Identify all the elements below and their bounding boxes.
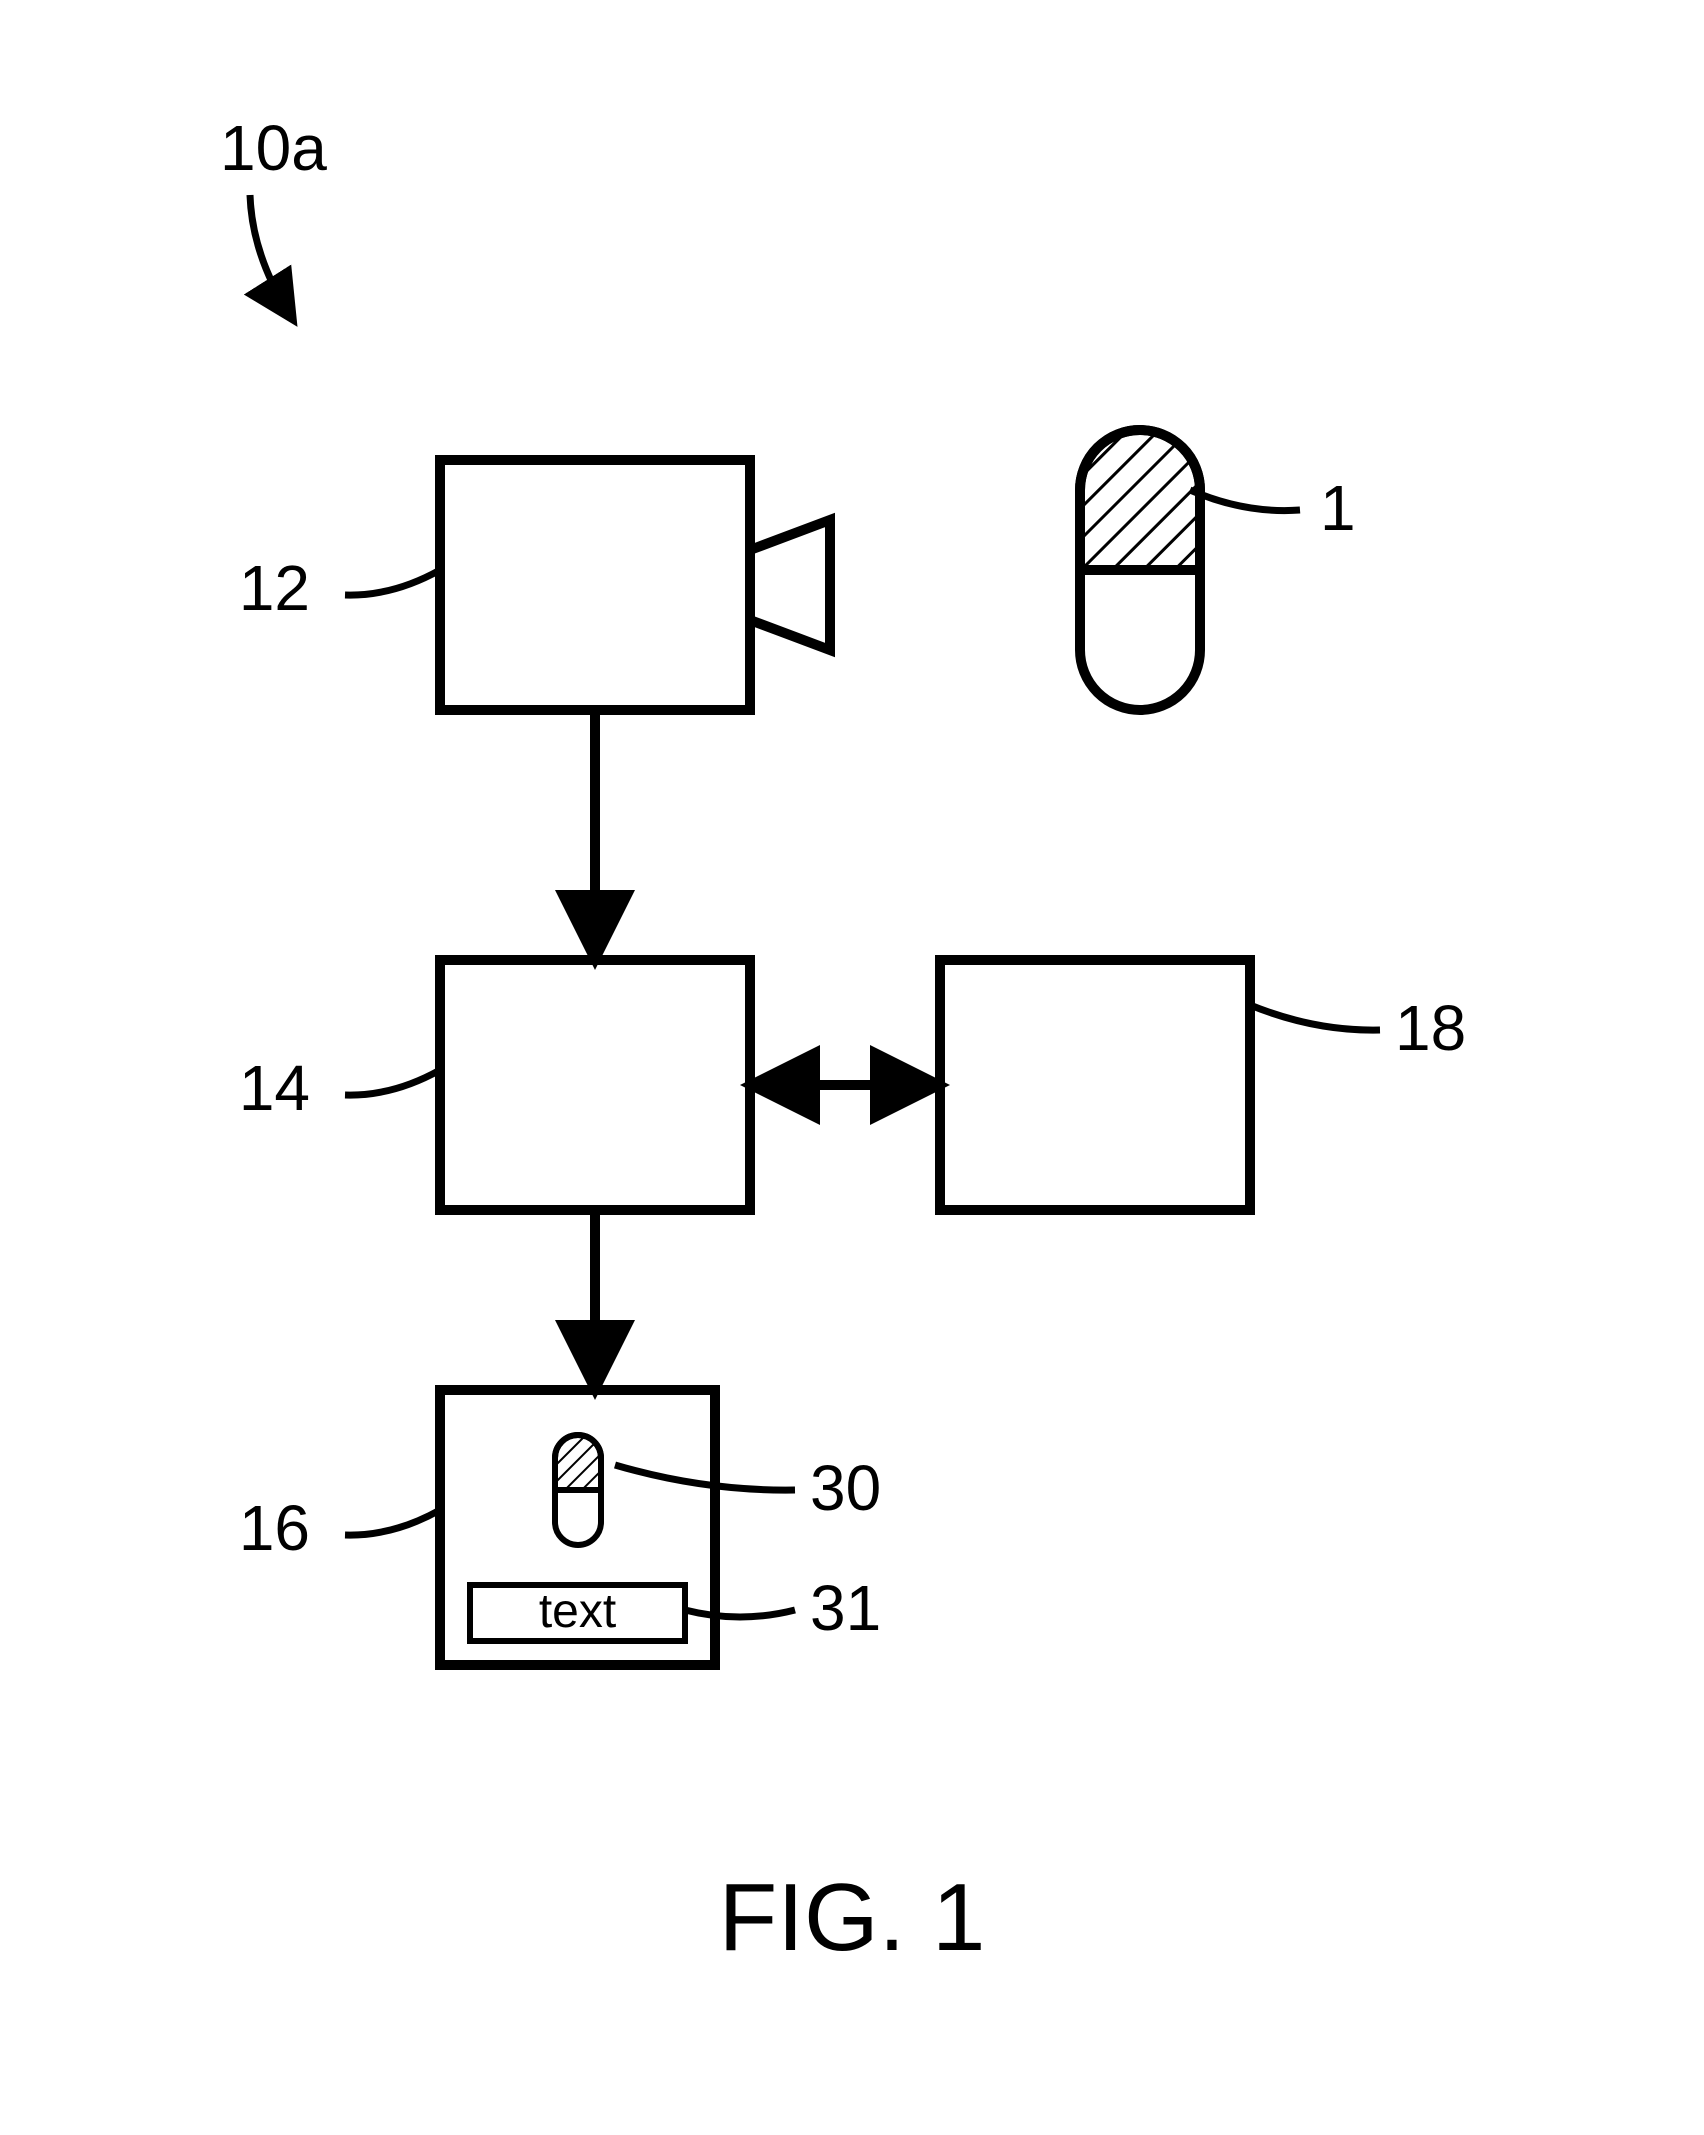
ref-label-1: 1 bbox=[1320, 472, 1356, 544]
pill-icon-small bbox=[555, 1435, 601, 1545]
ref-label-14: 14 bbox=[239, 1052, 310, 1124]
ref-label-16: 16 bbox=[239, 1492, 310, 1564]
figure-1-diagram: 10a text 12 14 16 18 30 31 1 FIG. 1 bbox=[0, 0, 1704, 2135]
database-block bbox=[940, 960, 1250, 1210]
leader-line-14 bbox=[345, 1070, 440, 1095]
leader-line-30 bbox=[615, 1465, 795, 1490]
figure-caption: FIG. 1 bbox=[719, 1864, 986, 1971]
leader-line-1 bbox=[1190, 490, 1300, 511]
ref-label-18: 18 bbox=[1395, 992, 1466, 1064]
leader-line-16 bbox=[345, 1510, 440, 1535]
leader-line-12 bbox=[345, 570, 440, 595]
figure-ref-arrow bbox=[250, 195, 290, 315]
leader-line-31 bbox=[685, 1610, 795, 1617]
processor-block bbox=[440, 960, 750, 1210]
figure-ref-label: 10a bbox=[220, 112, 327, 184]
ref-label-31: 31 bbox=[810, 1572, 881, 1644]
camera-lens-icon bbox=[750, 520, 830, 650]
leader-lines: 12 14 16 18 30 31 1 bbox=[239, 472, 1466, 1644]
camera-block bbox=[440, 460, 750, 710]
display-text-label: text bbox=[539, 1585, 616, 1638]
ref-label-12: 12 bbox=[239, 552, 310, 624]
leader-line-18 bbox=[1250, 1005, 1380, 1030]
pill-icon bbox=[1080, 430, 1200, 710]
ref-label-30: 30 bbox=[810, 1452, 881, 1524]
